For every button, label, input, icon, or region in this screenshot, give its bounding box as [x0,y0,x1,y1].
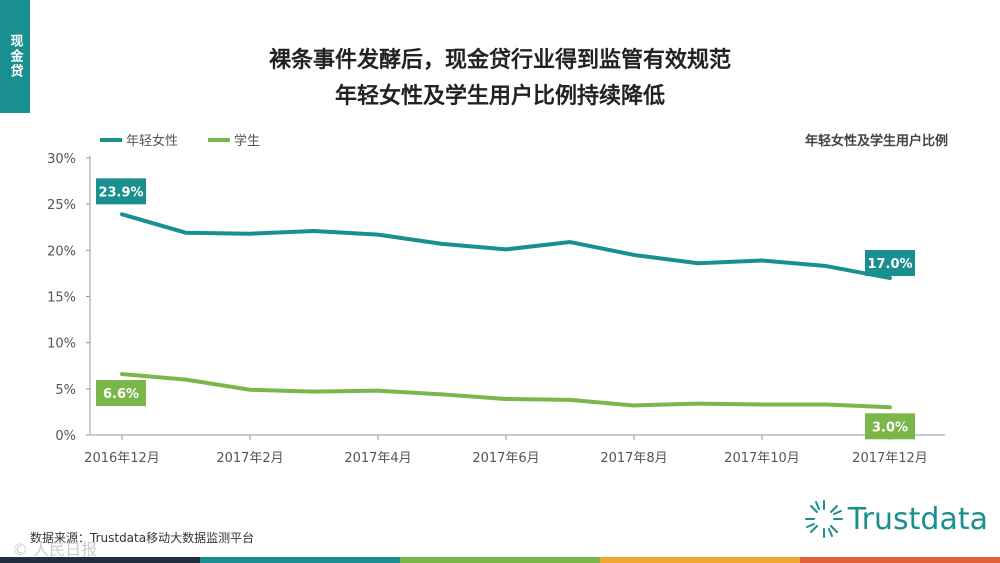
x-tick-label: 2017年4月 [344,451,411,466]
legend-label-women: 年轻女性 [126,134,179,149]
y-tick-label: 5% [55,383,76,398]
legend: 年轻女性 学生 [100,130,260,149]
legend-swatch-women [100,137,122,142]
y-tick-label: 25% [47,198,76,213]
legend-item-students: 学生 [208,130,260,149]
chart-title-line2: 年轻女性及学生用户比例持续降低 [334,84,665,109]
x-tick-label: 2017年2月 [216,451,283,466]
y-tick-label: 30% [47,152,76,167]
series-line-0 [120,212,892,281]
y-tick-label: 10% [47,337,76,352]
bottom-color-bar [0,557,1000,563]
legend-item-women: 年轻女性 [100,130,178,149]
bottom-bar-segment [200,557,400,563]
data-label: 17.0% [867,257,912,272]
data-label: 23.9% [98,185,143,200]
x-tick-label: 2017年10月 [724,451,800,466]
x-tick-label: 2017年12月 [852,451,928,466]
legend-label-students: 学生 [234,134,261,149]
watermark: © 人民日报 [12,540,98,559]
x-tick-label: 2016年12月 [84,451,160,466]
y-tick-label: 15% [47,291,76,306]
sunburst-icon [804,500,843,538]
trustdata-logo: Trustdata [802,497,988,541]
series-line-1 [120,372,892,410]
data-label-box [865,413,915,440]
data-label-box [96,178,146,205]
chart-subtitle: 年轻女性及学生用户比例 [804,134,948,149]
bottom-bar-segment [600,557,800,563]
bottom-bar-segment [800,557,1000,563]
x-tick-label: 2017年6月 [472,451,539,466]
bottom-bar-segment [0,557,200,563]
legend-swatch-students [208,137,231,142]
y-tick-label: 0% [55,429,76,444]
data-label-box [865,250,915,277]
x-tick-label: 2017年8月 [600,451,667,466]
data-label-box [96,380,146,407]
bottom-bar-segment [400,557,600,563]
data-label: 3.0% [872,420,908,435]
y-tick-label: 20% [47,244,76,259]
chart-title-line1: 裸条事件发酵后，现金贷行业得到监管有效规范 [268,48,731,73]
data-source: 数据来源：Trustdata移动大数据监测平台 [30,531,255,545]
data-label: 6.6% [103,387,139,402]
section-tab: 现金贷 [0,0,30,113]
logo-text: Trustdata [847,501,988,537]
